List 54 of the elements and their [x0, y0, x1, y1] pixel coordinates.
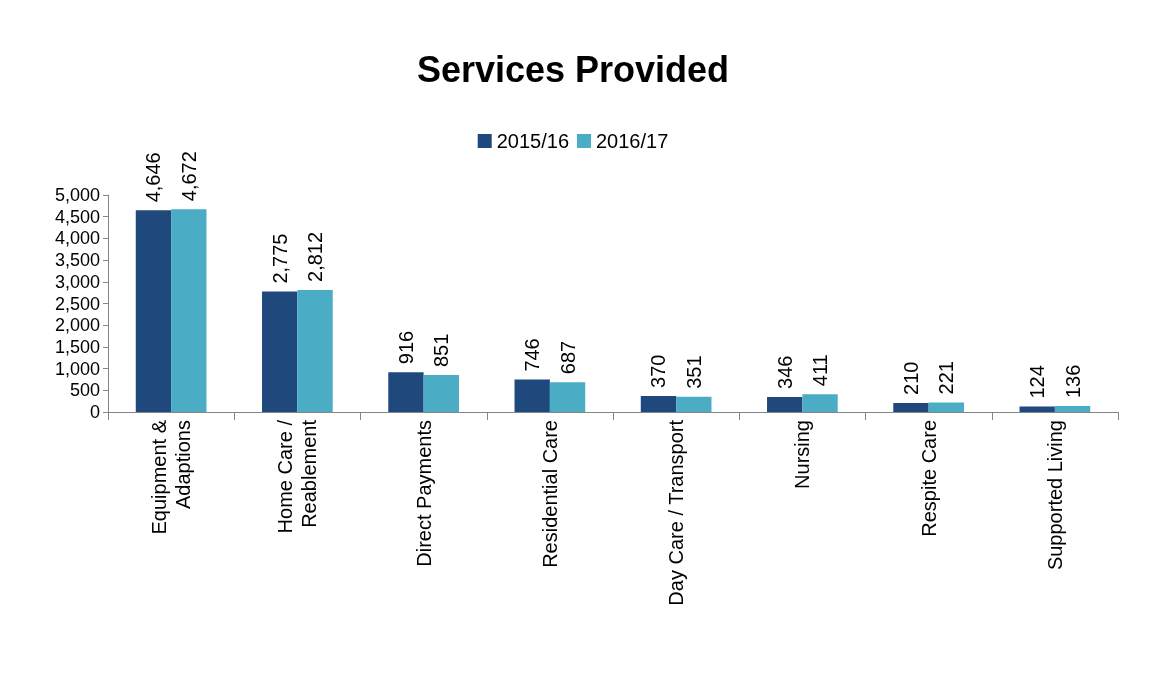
y-tick-label: 1,000 [54, 358, 100, 379]
data-label: 221 [935, 361, 958, 395]
bar [388, 372, 424, 412]
data-label: 210 [899, 361, 922, 395]
bar [297, 289, 333, 412]
x-tick-label: Equipment & Adaptions [148, 419, 195, 535]
bar [893, 402, 929, 412]
bar [928, 402, 964, 412]
legend-label: 2015/16 [496, 130, 569, 152]
bar [676, 396, 712, 412]
bar [514, 379, 550, 412]
y-tick-label: 5,000 [54, 185, 100, 205]
bar [640, 395, 677, 412]
y-tick-label: 2,000 [54, 315, 100, 336]
data-label: 351 [682, 355, 705, 389]
data-label: 136 [1061, 364, 1084, 399]
data-label: 4,672 [177, 151, 200, 202]
data-label: 4,646 [142, 152, 165, 203]
data-label: 124 [1026, 365, 1049, 399]
x-tick-label: Direct Payments [412, 420, 435, 567]
bar [171, 209, 207, 412]
legend-label: 2016/17 [596, 130, 669, 152]
data-label: 746 [521, 338, 544, 372]
bar [262, 291, 298, 412]
bar [1054, 406, 1091, 412]
bar [549, 382, 586, 412]
x-tick-label: Residential Care [538, 420, 561, 568]
x-tick-label: Home Care / Reablement [274, 419, 321, 534]
data-label: 411 [809, 354, 832, 387]
y-tick-label: 0 [89, 402, 100, 422]
y-tick-label: 3,500 [54, 250, 100, 271]
x-tick-label: Respite Care [917, 420, 940, 537]
x-tick-label: Day Care / Transport [665, 419, 688, 606]
x-tick-label: Supported Living [1043, 420, 1066, 571]
y-tick-label: 2,500 [54, 293, 100, 314]
data-label: 2,812 [304, 231, 327, 282]
bar [767, 396, 803, 412]
bar [802, 394, 838, 412]
data-label: 851 [430, 333, 453, 368]
data-label: 916 [394, 330, 417, 365]
data-label: 687 [556, 340, 579, 375]
y-tick-label: 3,000 [54, 271, 100, 292]
bar [1019, 406, 1055, 412]
y-tick-label: 4,500 [54, 206, 100, 227]
x-tick-label: Nursing [791, 420, 814, 489]
data-label: 346 [773, 355, 796, 389]
y-tick-label: 4,000 [54, 228, 100, 249]
bar [423, 375, 459, 412]
data-label: 370 [647, 354, 670, 388]
data-label: 2,775 [268, 233, 291, 284]
y-tick-label: 500 [69, 380, 100, 401]
y-tick-label: 1,500 [54, 336, 100, 357]
bar [135, 210, 172, 412]
chart-title: Services Provided [416, 48, 730, 90]
